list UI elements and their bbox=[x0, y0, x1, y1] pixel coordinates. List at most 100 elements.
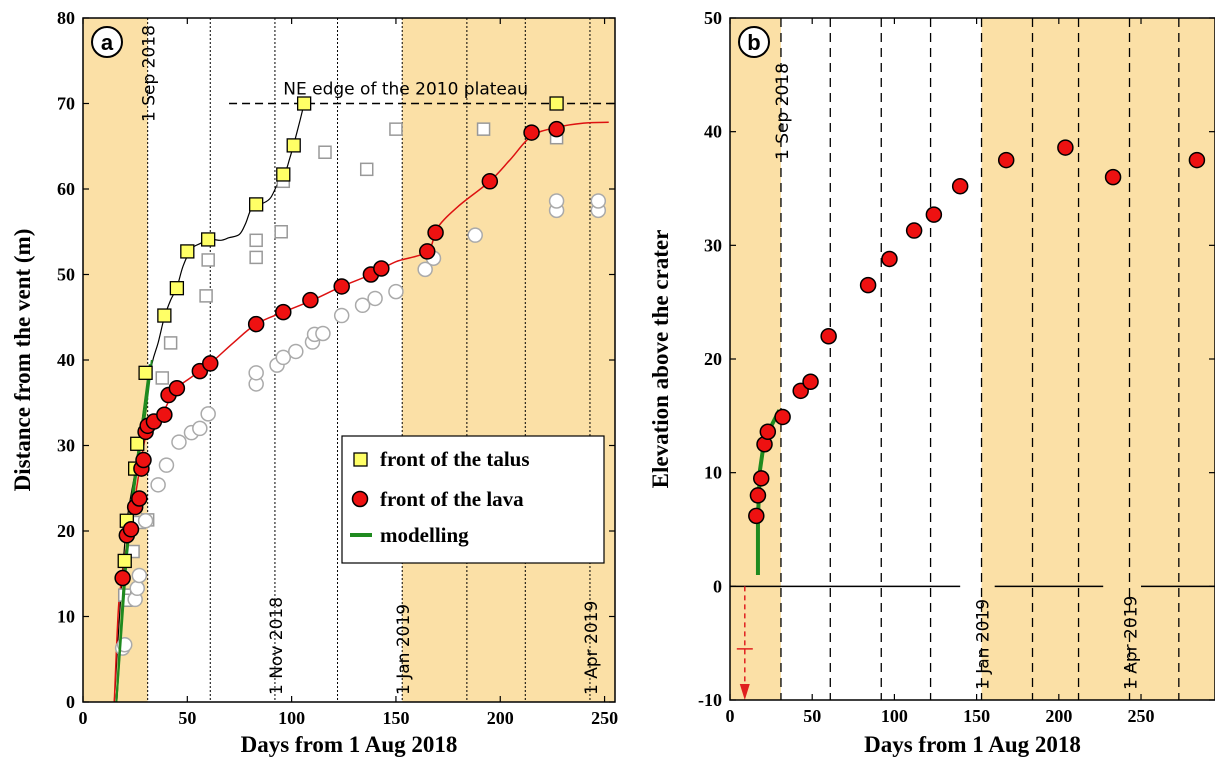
lava-point bbox=[925, 206, 943, 223]
plateau-label: NE edge of the 2010 plateau bbox=[283, 80, 528, 100]
x-tick-label: 250 bbox=[1128, 706, 1155, 726]
lava-point bbox=[759, 423, 777, 440]
lava-point bbox=[752, 470, 770, 487]
legend-talus-marker bbox=[353, 452, 368, 467]
lava-point bbox=[1188, 151, 1206, 169]
y-tick-label: 50 bbox=[704, 8, 722, 28]
lava-point bbox=[275, 303, 292, 321]
gray-lava-point bbox=[288, 343, 304, 360]
x-tick-label: 0 bbox=[79, 708, 88, 728]
legend-box bbox=[341, 435, 605, 564]
x-tick-label: 200 bbox=[1045, 706, 1072, 726]
y-tick-label: 0 bbox=[66, 692, 75, 712]
gray-talus-point bbox=[359, 162, 374, 177]
gray-talus-point bbox=[274, 225, 288, 239]
date-line-label: 1 Nov 2018 bbox=[267, 597, 287, 695]
x-tick-label: 50 bbox=[178, 708, 196, 728]
down-arrow-head bbox=[739, 684, 750, 700]
lava-point bbox=[951, 177, 969, 195]
lava-point bbox=[114, 569, 131, 587]
x-tick-label: 100 bbox=[881, 706, 908, 726]
y-tick-label: 40 bbox=[704, 122, 722, 142]
shaded-period bbox=[402, 18, 615, 702]
x-tick-label: 150 bbox=[382, 708, 409, 728]
x-tick-label: 0 bbox=[726, 706, 735, 726]
talus-point bbox=[276, 167, 291, 182]
gray-lava-point bbox=[171, 434, 187, 450]
x-axis-label: Days from 1 Aug 2018 bbox=[241, 732, 458, 757]
y-tick-label: 60 bbox=[57, 179, 75, 199]
lava-point bbox=[820, 328, 837, 345]
y-axis-label: Distance from the vent (m) bbox=[10, 229, 35, 492]
x-tick-label: 50 bbox=[803, 706, 821, 726]
talus-point bbox=[130, 436, 145, 451]
y-tick-label: 80 bbox=[57, 8, 75, 28]
y-tick-label: 20 bbox=[704, 349, 722, 369]
y-tick-label: 10 bbox=[57, 607, 75, 627]
gray-lava-point bbox=[367, 290, 383, 307]
lava-point bbox=[333, 278, 350, 295]
lava-point bbox=[1104, 168, 1122, 186]
gray-lava-point bbox=[275, 349, 292, 366]
gray-lava-point bbox=[590, 193, 607, 209]
x-axis-label: Days from 1 Aug 2018 bbox=[864, 732, 1081, 757]
y-axis-label: Elevation above the crater bbox=[648, 230, 673, 489]
lava-point bbox=[427, 224, 444, 241]
y-tick-label: 10 bbox=[704, 463, 722, 483]
gray-lava-point bbox=[158, 457, 175, 473]
talus-point bbox=[549, 96, 564, 111]
lava-point bbox=[802, 373, 819, 390]
talus-point bbox=[296, 96, 312, 111]
lava-fit-curve bbox=[113, 121, 609, 702]
panel-letter: a bbox=[101, 30, 114, 55]
y-tick-label: 30 bbox=[57, 436, 75, 456]
gray-talus-point bbox=[163, 336, 178, 350]
x-tick-label: 100 bbox=[278, 708, 305, 728]
lava-point bbox=[523, 124, 540, 141]
legend-talus-label: front of the talus bbox=[380, 447, 530, 471]
date-line-label: 1 Apr 2019 bbox=[1122, 596, 1142, 690]
talus-point bbox=[201, 232, 216, 247]
talus-point bbox=[169, 281, 185, 296]
gray-lava-point bbox=[137, 512, 154, 529]
gray-talus-point bbox=[249, 250, 263, 265]
y-tick-label: 20 bbox=[57, 521, 75, 541]
lava-point bbox=[774, 408, 791, 426]
gray-talus-point bbox=[201, 253, 215, 267]
talus-point bbox=[138, 365, 153, 380]
x-tick-label: 200 bbox=[487, 708, 514, 728]
lava-point bbox=[131, 490, 148, 507]
date-line-label: 1 Apr 2019 bbox=[582, 601, 602, 695]
gray-talus-point bbox=[155, 371, 170, 385]
gray-talus-point bbox=[476, 122, 491, 136]
panel-a: 0 50 100 150 200 250 0 10 20 30 40 50 60 70 80 Days fro… bbox=[10, 8, 618, 757]
gray-lava-point bbox=[548, 193, 565, 209]
talus-point bbox=[286, 138, 301, 153]
y-tick-label: 70 bbox=[57, 94, 75, 114]
lava-point bbox=[302, 291, 319, 309]
gray-lava-point bbox=[467, 227, 483, 243]
gray-talus-point bbox=[249, 233, 263, 248]
legend-modelling-label: modelling bbox=[380, 523, 469, 547]
gray-lava-point bbox=[354, 297, 371, 314]
x-tick-label: 150 bbox=[963, 706, 990, 726]
gray-talus-point bbox=[389, 122, 403, 136]
lava-point bbox=[122, 521, 140, 538]
lava-point bbox=[749, 487, 767, 504]
legend: front of the talus front of the lava model… bbox=[341, 435, 605, 564]
gray-talus-point bbox=[199, 289, 213, 303]
gray-talus-point bbox=[318, 145, 332, 159]
legend-lava-label: front of the lava bbox=[380, 487, 524, 511]
lava-point bbox=[373, 260, 390, 277]
lava-point bbox=[859, 276, 877, 294]
lava-point bbox=[418, 243, 436, 260]
talus-point bbox=[249, 197, 264, 212]
lava-point bbox=[905, 222, 923, 239]
gray-lava-point bbox=[200, 406, 216, 422]
panel-letter: b bbox=[747, 30, 760, 55]
lava-point bbox=[1057, 139, 1074, 156]
panel-letter-circle bbox=[91, 26, 123, 58]
lava-point bbox=[135, 451, 152, 469]
